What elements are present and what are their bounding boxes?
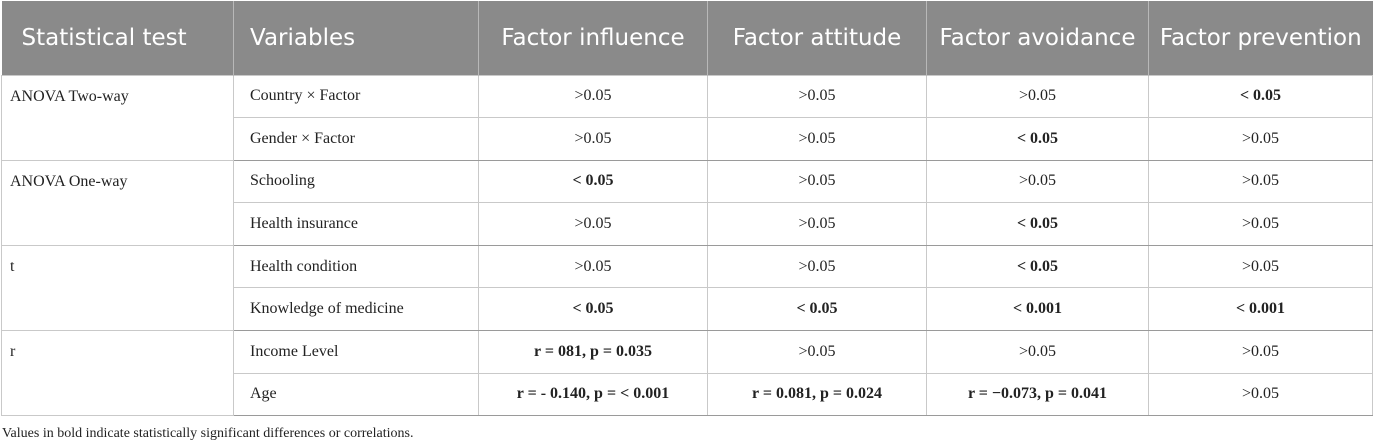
table-row: ANOVA One-way Schooling < 0.05 >0.05 >0.… (1, 159, 1373, 246)
value-cell: >0.05 (1148, 202, 1373, 246)
value-cell: >0.05 (707, 74, 927, 119)
value-cell: < 0.05 (926, 202, 1149, 246)
table-row: ANOVA Two-way Country × Factor >0.05 >0.… (1, 74, 1373, 161)
table-row: Age r = - 0.140, p = < 0.001 r = 0.081, … (2, 372, 1373, 417)
variable-cell: Gender × Factor (233, 117, 479, 161)
value-cell: r = 081, p = 0.035 (478, 330, 708, 374)
value-cell: < 0.05 (478, 287, 708, 332)
value-cell: < 0.05 (707, 287, 927, 332)
value-cell: < 0.05 (926, 244, 1149, 289)
variable-cell: Schooling (233, 159, 479, 204)
header-row: Statistical test Variables Factor influe… (1, 1, 1373, 75)
value-cell: >0.05 (478, 74, 708, 119)
value-cell: >0.05 (478, 244, 708, 289)
header-variables: Variables (233, 1, 479, 75)
value-cell: >0.05 (1148, 244, 1373, 289)
variable-cell: Health condition (233, 244, 479, 289)
results-table: Statistical test Variables Factor influe… (1, 1, 1373, 417)
header-factor-avoidance: Factor avoidance (926, 1, 1149, 75)
value-cell: >0.05 (707, 244, 927, 289)
value-cell: r = −0.073, p = 0.041 (926, 372, 1149, 417)
value-cell: >0.05 (478, 117, 708, 161)
variable-cell: Country × Factor (233, 74, 479, 119)
value-cell: >0.05 (707, 202, 927, 246)
value-cell: >0.05 (707, 117, 927, 161)
table-header: Statistical test Variables Factor influe… (1, 1, 1373, 75)
value-cell: >0.05 (707, 330, 927, 374)
value-cell: < 0.05 (1148, 74, 1373, 119)
value-cell: < 0.001 (926, 287, 1149, 332)
table-row: Knowledge of medicine < 0.05 < 0.05 < 0.… (2, 287, 1373, 332)
value-cell: < 0.05 (478, 159, 708, 204)
value-cell: r = 0.081, p = 0.024 (707, 372, 927, 417)
table-footnote: Values in bold indicate statistically si… (2, 426, 414, 441)
variable-cell: Income Level (233, 330, 479, 374)
test-cell: ANOVA Two-way (1, 74, 234, 161)
value-cell: >0.05 (1148, 372, 1373, 417)
value-cell: >0.05 (707, 159, 927, 204)
header-factor-prevention: Factor prevention (1148, 1, 1373, 75)
table-row: r Income Level r = 081, p = 0.035 >0.05 … (1, 330, 1373, 417)
value-cell: >0.05 (1148, 117, 1373, 161)
value-cell: < 0.05 (926, 117, 1149, 161)
variable-cell: Knowledge of medicine (233, 287, 479, 332)
table-row: Health insurance >0.05 >0.05 < 0.05 >0.0… (2, 202, 1373, 246)
header-factor-influence: Factor influence (478, 1, 708, 75)
value-cell: < 0.001 (1148, 287, 1373, 332)
test-cell: ANOVA One-way (1, 159, 234, 246)
variable-cell: Age (233, 372, 479, 417)
table-body: ANOVA Two-way Country × Factor >0.05 >0.… (1, 74, 1373, 417)
value-cell: >0.05 (926, 74, 1149, 119)
variable-cell: Health insurance (233, 202, 479, 246)
test-cell: r (1, 330, 234, 417)
value-cell: >0.05 (478, 202, 708, 246)
table-row: t Health condition >0.05 >0.05 < 0.05 >0… (1, 244, 1373, 332)
test-cell: t (1, 244, 234, 332)
table-row: Gender × Factor >0.05 >0.05 < 0.05 >0.05 (2, 117, 1373, 161)
header-factor-attitude: Factor attitude (707, 1, 927, 75)
value-cell: >0.05 (926, 330, 1149, 374)
value-cell: r = - 0.140, p = < 0.001 (478, 372, 708, 417)
value-cell: >0.05 (926, 159, 1149, 204)
header-statistical-test: Statistical test (1, 1, 234, 75)
value-cell: >0.05 (1148, 159, 1373, 204)
value-cell: >0.05 (1148, 330, 1373, 374)
